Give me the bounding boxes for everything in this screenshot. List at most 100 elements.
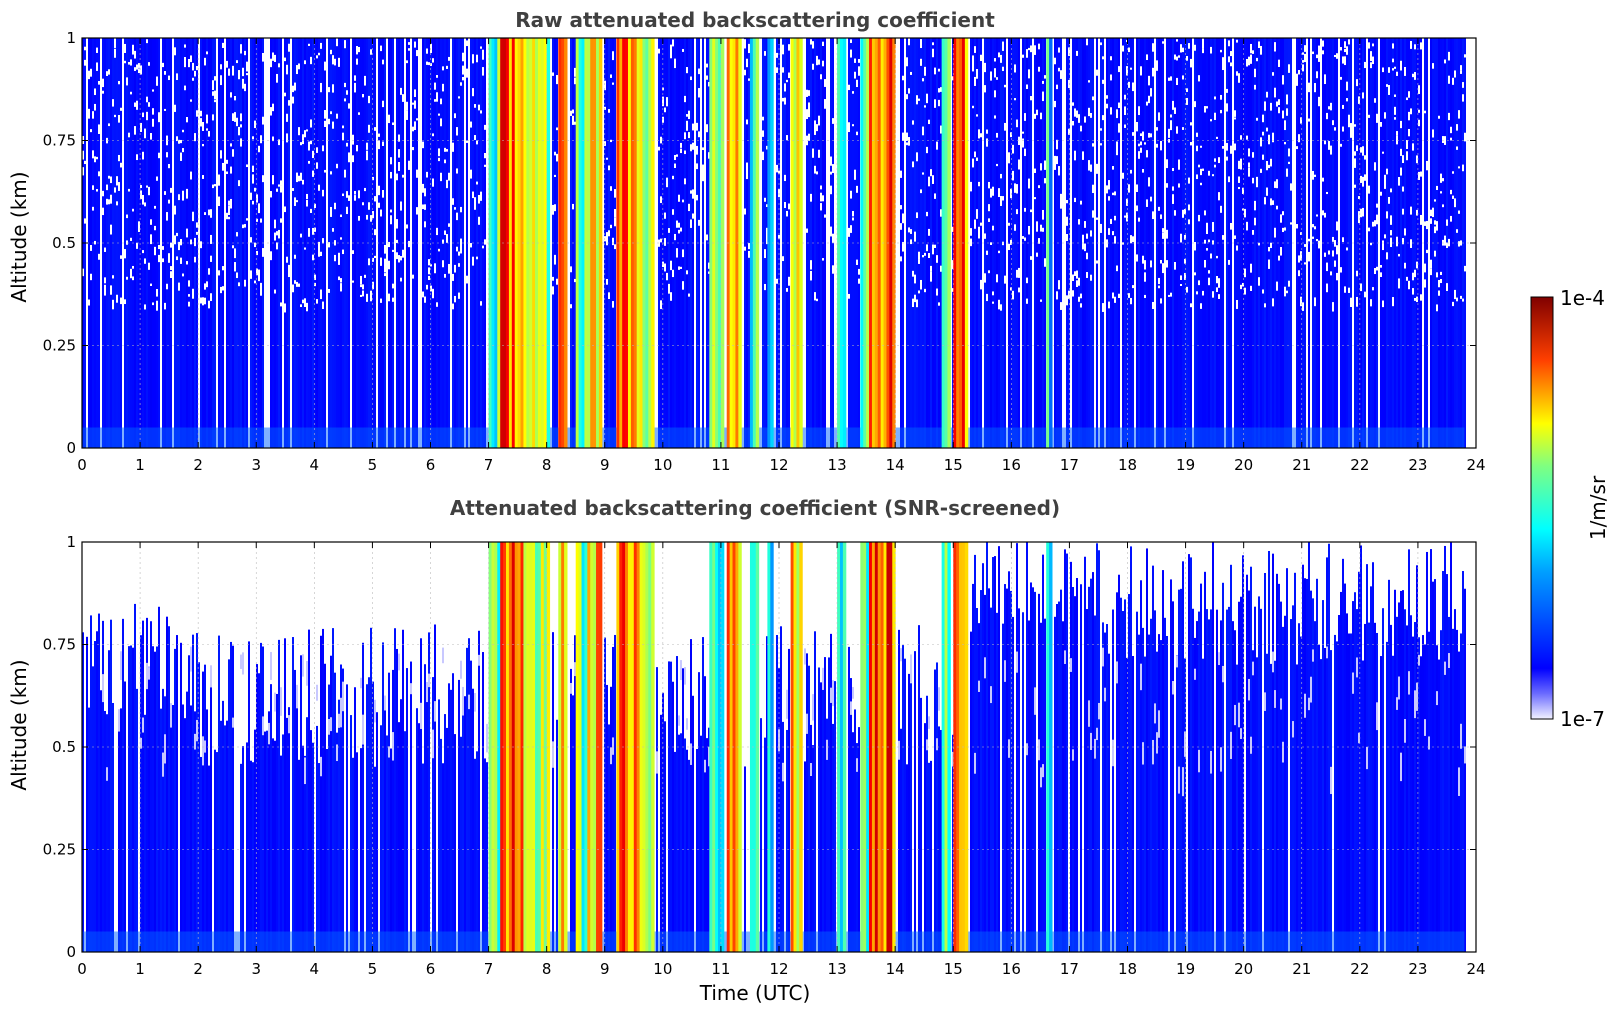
background-column <box>1136 611 1138 952</box>
noise-speckle <box>930 265 932 272</box>
noise-speckle <box>1150 260 1152 268</box>
background-column <box>1412 636 1414 952</box>
background-column <box>422 763 424 952</box>
faded-speckle <box>1310 676 1312 703</box>
noise-speckle <box>1186 56 1188 61</box>
noise-speckle <box>204 297 206 305</box>
faded-speckle <box>102 674 104 703</box>
faded-speckle <box>1094 738 1096 759</box>
background-column <box>930 760 932 952</box>
noise-speckle <box>1298 70 1300 75</box>
background-column <box>1080 584 1082 952</box>
noise-speckle <box>114 38 116 48</box>
background-column <box>1300 636 1302 952</box>
noise-speckle <box>424 221 426 228</box>
noise-speckle <box>274 289 276 294</box>
noise-speckle <box>978 129 980 139</box>
background-column <box>148 666 150 952</box>
background-column <box>1034 38 1036 448</box>
noise-speckle <box>808 107 810 118</box>
noise-speckle <box>328 288 330 293</box>
noise-speckle <box>1214 112 1216 120</box>
noise-speckle <box>1124 215 1126 218</box>
background-column <box>674 751 676 952</box>
noise-speckle <box>276 188 278 192</box>
noise-speckle <box>1054 155 1056 166</box>
x-tick-label: 22 <box>1350 456 1369 474</box>
noise-speckle <box>1042 91 1044 102</box>
noise-speckle <box>182 190 184 201</box>
noise-speckle <box>1432 63 1434 69</box>
noise-speckle <box>344 40 346 49</box>
faded-speckle <box>268 722 270 745</box>
noise-speckle <box>1464 54 1466 58</box>
background-column <box>400 699 402 952</box>
background-column <box>280 755 282 952</box>
noise-speckle <box>1142 168 1144 173</box>
noise-speckle <box>436 227 438 236</box>
background-column <box>1172 601 1174 952</box>
noise-speckle <box>1158 277 1160 285</box>
noise-speckle <box>460 206 462 213</box>
noise-speckle <box>1300 296 1302 307</box>
noise-speckle <box>934 99 936 108</box>
noise-speckle <box>212 184 214 189</box>
noise-speckle <box>144 304 146 310</box>
noise-speckle <box>1200 145 1202 148</box>
faded-speckle <box>306 661 308 686</box>
noise-speckle <box>270 107 272 116</box>
noise-speckle <box>746 119 748 125</box>
background-column <box>1034 591 1036 952</box>
noise-speckle <box>1348 287 1350 293</box>
noise-speckle <box>1058 280 1060 290</box>
noise-speckle <box>1138 143 1140 147</box>
noise-speckle <box>850 49 852 58</box>
faded-speckle <box>1038 739 1040 761</box>
background-column <box>1132 655 1134 952</box>
noise-speckle <box>852 124 854 127</box>
noise-speckle <box>378 133 380 137</box>
noise-speckle <box>332 228 334 232</box>
noise-speckle <box>1416 261 1418 269</box>
background-column <box>782 721 784 952</box>
noise-speckle <box>916 212 918 219</box>
noise-speckle <box>194 237 196 247</box>
noise-speckle <box>478 104 480 111</box>
noise-speckle <box>192 288 194 299</box>
noise-speckle <box>252 165 254 173</box>
noise-speckle <box>484 164 486 167</box>
noise-speckle <box>1350 126 1352 135</box>
noise-speckle <box>1296 224 1298 229</box>
noise-speckle <box>1182 75 1184 80</box>
noise-speckle <box>162 246 164 250</box>
background-column <box>854 709 856 952</box>
noise-speckle <box>130 268 132 279</box>
noise-speckle <box>1450 137 1452 141</box>
background-column <box>1424 644 1426 952</box>
noise-speckle <box>1314 226 1316 230</box>
noise-speckle <box>822 41 824 46</box>
background-column <box>104 38 106 448</box>
noise-speckle <box>1382 67 1384 73</box>
noise-speckle <box>682 48 684 52</box>
noise-speckle <box>344 169 346 178</box>
noise-speckle <box>434 99 436 102</box>
noise-speckle <box>988 204 990 212</box>
noise-speckle <box>280 180 282 186</box>
noise-speckle <box>426 171 428 178</box>
x-tick-label: 18 <box>1118 960 1137 978</box>
background-column <box>90 38 92 448</box>
noise-speckle <box>914 274 916 284</box>
noise-speckle <box>146 185 148 188</box>
noise-speckle <box>476 140 478 145</box>
noise-speckle <box>1308 118 1310 122</box>
noise-speckle <box>310 56 312 65</box>
background-column <box>1272 553 1274 952</box>
background-column <box>164 38 166 448</box>
noise-speckle <box>452 273 454 281</box>
noise-speckle <box>414 121 416 130</box>
noise-speckle <box>912 270 914 277</box>
noise-speckle <box>1278 255 1280 261</box>
noise-speckle <box>318 241 320 249</box>
noise-speckle <box>988 218 990 222</box>
